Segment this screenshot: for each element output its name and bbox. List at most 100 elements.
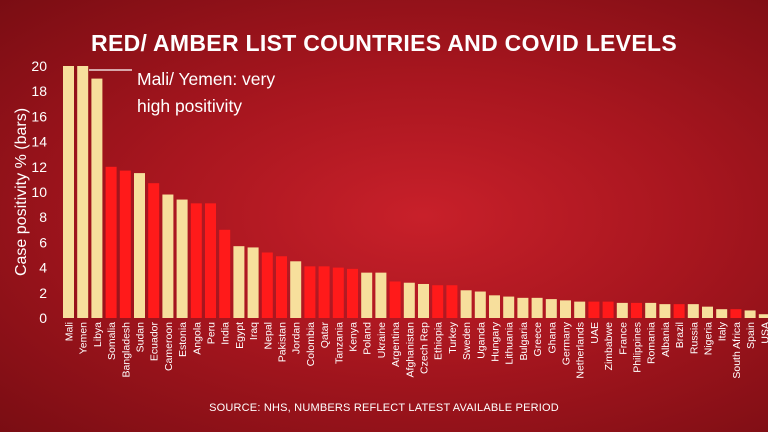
y-tick-label: 14 [31, 134, 47, 150]
y-tick-label: 16 [31, 108, 47, 124]
bar-sweden [460, 290, 472, 318]
bar-ghana [545, 299, 557, 318]
bar-spain [744, 310, 756, 318]
bar-qatar [318, 266, 330, 318]
chart-title: RED/ AMBER LIST COUNTRIES AND COVID LEVE… [91, 30, 677, 56]
x-tick-label: Turkey [447, 321, 459, 353]
x-tick-label: Bulgaria [518, 322, 530, 361]
annotation-line-2: high positivity [137, 96, 243, 116]
x-tick-label: Colombia [305, 322, 317, 367]
x-tick-label: Jordan [291, 322, 303, 354]
y-tick-label: 12 [31, 159, 47, 175]
x-tick-label: Ecuador [149, 321, 161, 361]
x-tick-label: Iraq [248, 322, 260, 340]
bars [63, 66, 768, 318]
bar-france [616, 302, 628, 318]
x-tick-label: USA [759, 322, 768, 344]
y-tick-label: 0 [39, 310, 47, 326]
x-tick-label: Ethiopia [433, 322, 445, 360]
x-tick-label: Estonia [177, 322, 189, 357]
bar-netherlands [574, 301, 586, 318]
x-tick-label: Tanzania [333, 322, 345, 364]
x-tick-label: Afghanistan [404, 322, 416, 378]
y-tick-label: 6 [39, 234, 47, 250]
x-tick-label: Angola [191, 322, 203, 355]
x-tick-label: Netherlands [575, 322, 587, 379]
bar-italy [716, 309, 728, 318]
y-tick-label: 2 [39, 285, 47, 301]
x-tick-label: Libya [92, 322, 104, 347]
x-tick-label: Somalia [106, 322, 118, 360]
x-tick-label: Greece [532, 322, 544, 357]
bar-uganda [474, 291, 486, 318]
bar-angola [190, 203, 202, 318]
x-tick-label: Sudan [135, 322, 147, 353]
y-tick-label: 20 [31, 58, 47, 74]
x-tick-label: Sweden [461, 322, 473, 360]
bar-pakistan [276, 256, 287, 318]
y-axis-label: Case positivity % (bars) [13, 108, 30, 276]
annotation-line-1: Mali/ Yemen: very [137, 69, 276, 89]
x-tick-label: Kenya [348, 322, 360, 352]
y-axis-ticks: 0 2 4 6 8 10 12 14 16 18 20 [31, 58, 47, 326]
x-tick-label: Cameroon [163, 322, 175, 371]
x-tick-label: UAE [589, 322, 601, 344]
source-note: SOURCE: NHS, NUMBERS REFLECT LATEST AVAI… [209, 402, 559, 414]
bar-egypt [233, 246, 245, 318]
x-tick-label: Nigeria [703, 322, 715, 355]
bar-tanzania [332, 267, 344, 318]
x-tick-label: Romania [646, 322, 658, 364]
bar-turkey [446, 285, 458, 318]
bar-hungary [489, 295, 500, 318]
bar-colombia [304, 266, 316, 318]
annotation: Mali/ Yemen: very high positivity [137, 66, 275, 120]
bar-kenya [347, 268, 358, 318]
bar-albania [659, 304, 671, 318]
x-tick-label: Czech Rep [419, 322, 431, 374]
bar-estonia [176, 199, 188, 318]
bar-germany [560, 300, 571, 318]
x-tick-label: Mali [64, 322, 76, 341]
bar-cameroon [162, 194, 174, 318]
x-tick-label: Peru [206, 322, 218, 344]
x-tick-label: Poland [362, 322, 374, 355]
x-tick-label: Russia [688, 322, 700, 354]
bar-ecuador [148, 183, 160, 318]
x-tick-label: Ukraine [376, 322, 388, 358]
bar-uae [588, 301, 600, 318]
bar-yemen [77, 66, 89, 318]
x-tick-label: Hungary [490, 321, 502, 361]
x-tick-label: Egypt [234, 322, 246, 349]
x-tick-label: Qatar [319, 322, 331, 349]
y-tick-label: 10 [31, 184, 47, 200]
bar-india [219, 229, 231, 318]
x-tick-label: Albania [660, 322, 672, 357]
bar-bangladesh [119, 170, 131, 318]
bar-philippines [631, 302, 642, 318]
x-tick-label: India [220, 322, 232, 345]
x-axis-labels: Mali Yemen Libya Somalia Bangladesh Sudan Ecua… [64, 321, 768, 378]
bar-peru [205, 203, 216, 318]
x-tick-label: Argentina [390, 322, 402, 367]
x-tick-label: Yemen [78, 322, 90, 354]
bar-jordan [290, 261, 302, 318]
bar-lithuania [503, 296, 515, 318]
y-tick-label: 4 [39, 260, 47, 276]
bar-afghanistan [403, 282, 415, 318]
bar-south-africa [730, 309, 742, 318]
bar-russia [687, 304, 699, 318]
bar-ethiopia [432, 285, 444, 318]
x-tick-label: Ghana [546, 322, 558, 354]
x-tick-label: France [617, 322, 629, 355]
x-tick-label: Lithuania [504, 322, 516, 365]
bar-iraq [247, 247, 259, 318]
bar-mali [63, 66, 74, 318]
x-tick-label: Germany [561, 321, 573, 365]
bar-somalia [105, 166, 117, 318]
bar-poland [361, 272, 373, 318]
y-tick-label: 18 [31, 83, 47, 99]
bar-libya [91, 78, 103, 318]
x-tick-label: Brazil [674, 322, 686, 348]
bar-sudan [134, 173, 145, 318]
